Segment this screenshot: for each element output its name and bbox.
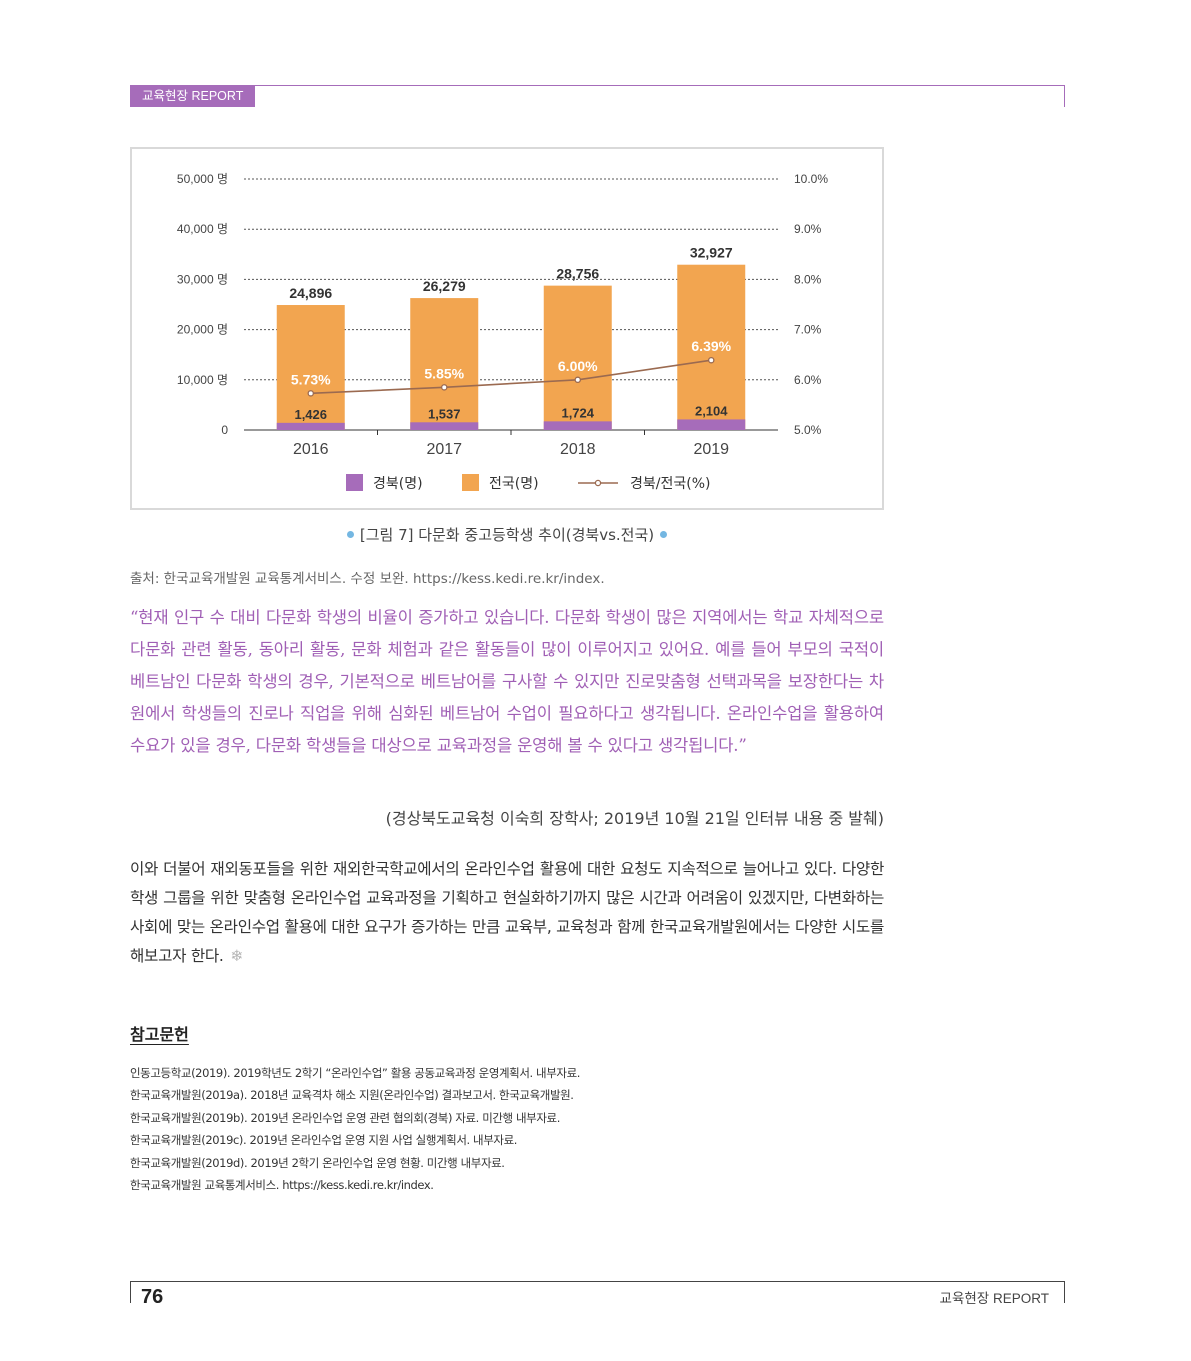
- ratio-point: [440, 384, 448, 391]
- x-axis-category-label: 2016: [293, 441, 329, 458]
- footer-label: 교육현장 REPORT: [939, 1291, 1049, 1306]
- left-axis-tick-label: 0: [221, 423, 228, 437]
- right-axis-tick-label: 9.0%: [794, 222, 822, 236]
- footer-rule: [130, 1281, 1065, 1282]
- reference-item: 한국교육개발원(2019b). 2019년 온라인수업 운영 관련 협의회(경북…: [130, 1110, 560, 1125]
- right-axis-tick-label: 8.0%: [794, 272, 822, 286]
- body-paragraph-text: 이와 더불어 재외동포들을 위한 재외한국학교에서의 온라인수업 활용에 대한 …: [130, 860, 884, 965]
- right-axis-tick-label: 5.0%: [794, 423, 822, 437]
- right-axis-tick-label: 10.0%: [794, 172, 828, 186]
- bar-gyeongbuk: [543, 421, 612, 430]
- header-section-tab: 교육현장 REPORT: [130, 86, 256, 107]
- caption-bullet-left: [346, 530, 354, 538]
- left-axis-tick-label: 10,000 명: [177, 373, 228, 387]
- data-label-gyeongbuk: 2,104: [695, 403, 728, 418]
- header-rule-tick: [1064, 85, 1065, 107]
- reference-item: 한국교육개발원(2019c). 2019년 온라인수업 운영 지원 사업 실행계…: [130, 1133, 518, 1148]
- ratio-point: [307, 390, 314, 397]
- bar-national: [543, 285, 612, 430]
- figure-caption-text: [그림 7] 다문화 중고등학생 추이(경북vs.전국): [359, 526, 655, 544]
- body-paragraph: 이와 더불어 재외동포들을 위한 재외한국학교에서의 온라인수업 활용에 대한 …: [130, 855, 884, 971]
- ratio-point: [574, 376, 581, 384]
- x-axis-category-label: 2019: [693, 441, 729, 458]
- legend-label-gyeongbuk: 경북(명): [373, 476, 423, 492]
- bar-gyeongbuk: [276, 422, 345, 430]
- bar-national: [677, 264, 746, 430]
- legend-label-national: 전국(명): [489, 476, 539, 492]
- right-axis-tick-label: 6.0%: [794, 373, 822, 387]
- page-number: 76: [141, 1286, 164, 1308]
- left-axis-tick-label: 40,000 명: [177, 222, 228, 236]
- ratio-point: [708, 356, 715, 364]
- data-label-ratio: 5.73%: [291, 371, 331, 387]
- chart-figure: 0 5.0% 10,000 명 6.0% 20,000 명 7.0% 30,000 명 8.0…: [130, 147, 884, 510]
- figure-caption: [그림 7] 다문화 중고등학생 추이(경북vs.전국): [130, 524, 884, 546]
- left-axis-tick-label: 30,000 명: [177, 272, 228, 286]
- header-rule: [130, 85, 1065, 86]
- bar-gyeongbuk: [677, 419, 746, 430]
- caption-bullet-right: [660, 530, 668, 538]
- data-label-gyeongbuk: 1,537: [428, 406, 461, 421]
- references-heading: 참고문헌: [130, 1025, 189, 1044]
- quote-attribution: (경상북도교육청 이숙희 장학사; 2019년 10월 21일 인터뷰 내용 중…: [385, 809, 884, 828]
- x-axis-category-label: 2017: [426, 441, 462, 458]
- data-label-gyeongbuk: 1,426: [294, 407, 327, 422]
- data-label-national: 24,896: [289, 285, 332, 301]
- interview-quote: “현재 인구 수 대비 다문화 학생의 비율이 증가하고 있습니다. 다문화 학…: [130, 608, 884, 755]
- snowflake-icon: ❄: [230, 947, 244, 965]
- data-label-national: 28,756: [556, 266, 599, 282]
- legend-label-ratio: 경북/전국(%): [630, 476, 710, 492]
- legend-swatch-national: [462, 474, 479, 491]
- bar-national: [276, 305, 345, 430]
- footer-rule-tick-left: [130, 1281, 131, 1303]
- references-list: 인동고등학교(2019). 2019학년도 2학기 “온라인수업” 활용 공동교…: [130, 1062, 580, 1196]
- data-label-national: 32,927: [690, 245, 733, 261]
- data-label-ratio: 6.39%: [691, 338, 731, 354]
- legend-marker-ratio: [594, 479, 602, 487]
- bar-national: [410, 298, 479, 430]
- ratio-line: [310, 359, 712, 395]
- data-label-national: 26,279: [423, 278, 466, 294]
- bar-gyeongbuk: [410, 422, 479, 430]
- reference-item: 한국교육개발원 교육통계서비스. https://kess.kedi.re.kr…: [130, 1178, 434, 1193]
- reference-item: 한국교육개발원(2019a). 2018년 교육격차 해소 지원(온라인수업) …: [130, 1088, 574, 1103]
- footer-rule-tick-right: [1064, 1281, 1065, 1303]
- chart-svg: 0 5.0% 10,000 명 6.0% 20,000 명 7.0% 30,000 명 8.0…: [177, 172, 828, 492]
- figure-source: 출처: 한국교육개발원 교육통계서비스. 수정 보완. https://kess…: [130, 571, 605, 587]
- data-label-ratio: 6.00%: [558, 358, 598, 374]
- right-axis-tick-label: 7.0%: [794, 323, 822, 337]
- data-label-ratio: 5.85%: [424, 365, 464, 381]
- left-axis-tick-label: 20,000 명: [177, 323, 228, 337]
- data-label-gyeongbuk: 1,724: [561, 405, 594, 420]
- legend-swatch-gyeongbuk: [346, 474, 363, 491]
- reference-item: 한국교육개발원(2019d). 2019년 2학기 온라인수업 운영 현황. 미…: [130, 1155, 505, 1170]
- reference-item: 인동고등학교(2019). 2019학년도 2학기 “온라인수업” 활용 공동교…: [130, 1066, 581, 1080]
- left-axis-tick-label: 50,000 명: [177, 172, 228, 186]
- x-axis-category-label: 2018: [560, 441, 596, 458]
